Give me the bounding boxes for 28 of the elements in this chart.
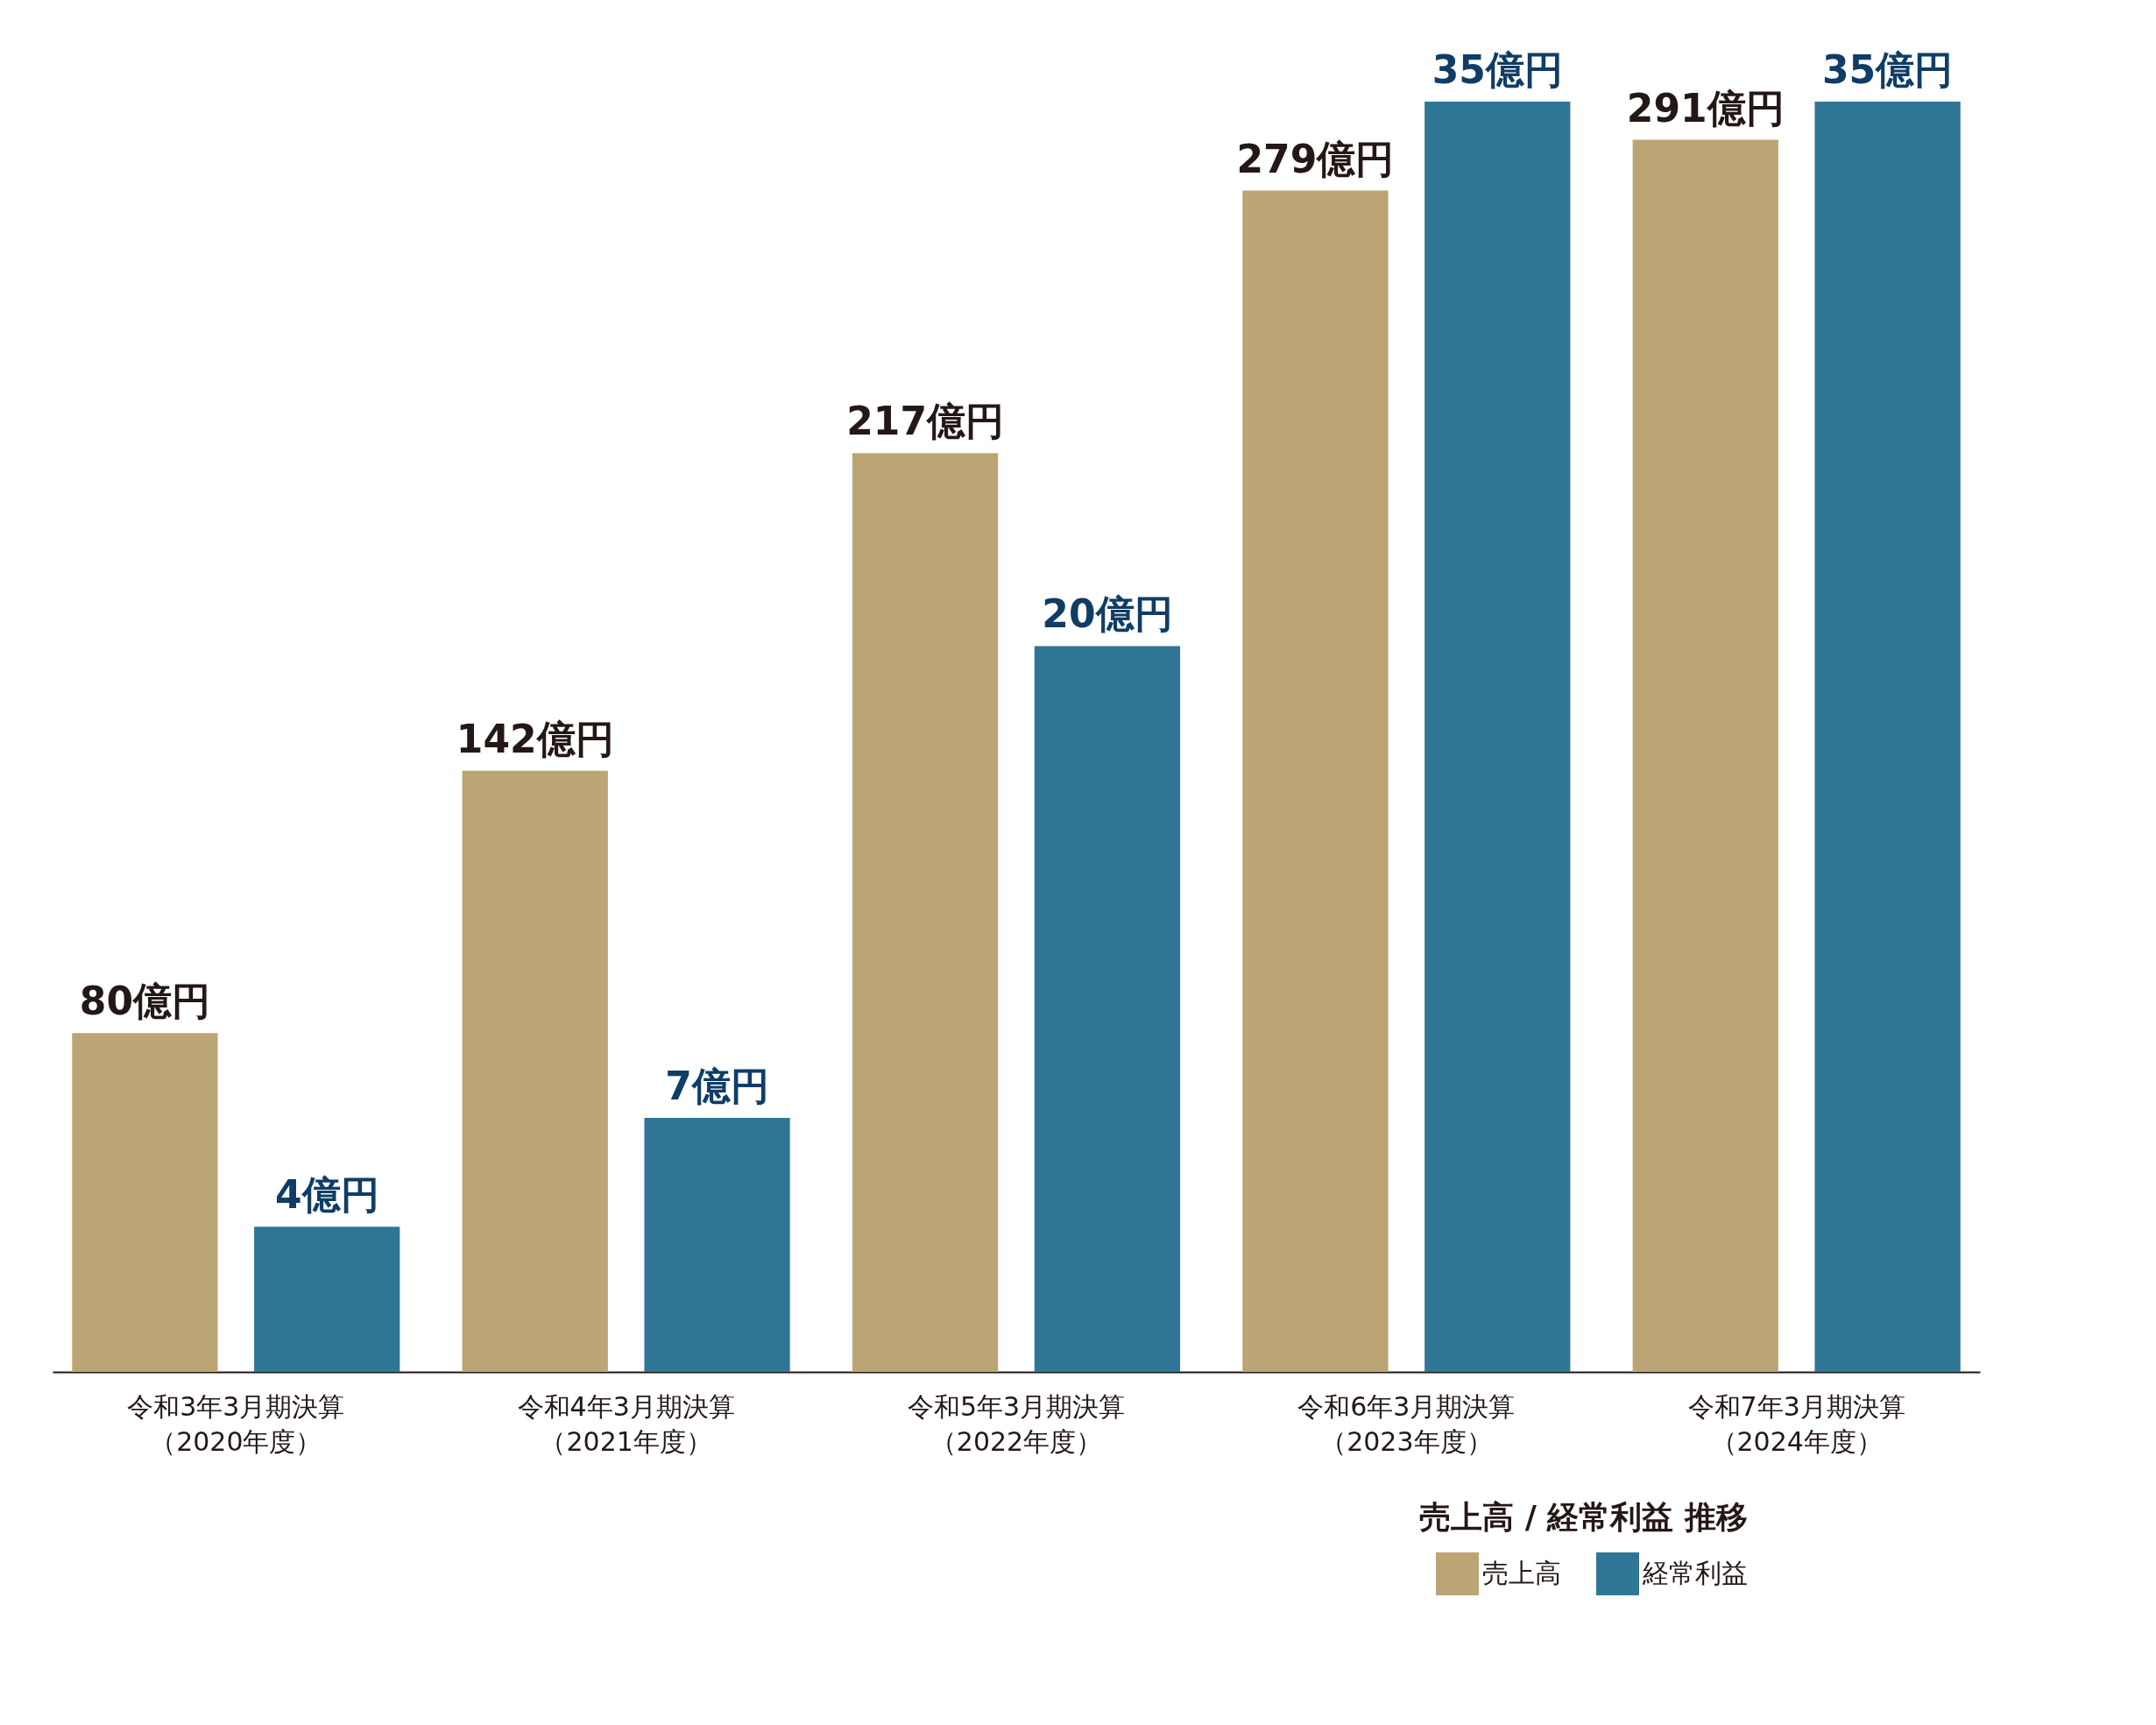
bar: [852, 453, 999, 1372]
x-tick-label: 令和5年3月期決算（2022年度）: [907, 1390, 1126, 1457]
data-label: 80億円: [79, 979, 211, 1024]
data-label: 4億円: [274, 1172, 379, 1218]
data-label: 279億円: [1236, 136, 1395, 181]
bar: [1242, 190, 1389, 1372]
x-tick-label: 令和3年3月期決算（2020年度）: [127, 1390, 345, 1457]
data-label: 142億円: [456, 716, 614, 761]
legend-label: 経常利益: [1642, 1557, 1748, 1588]
x-tick-label: 令和4年3月期決算（2021年度）: [517, 1390, 735, 1457]
data-label: 35億円: [1431, 47, 1563, 92]
bar: [1632, 139, 1778, 1372]
bar: [462, 770, 608, 1372]
bar: [644, 1118, 790, 1372]
bar: [72, 1033, 218, 1372]
data-label: 291億円: [1626, 85, 1785, 131]
bar: [1424, 102, 1571, 1372]
legend-title: 売上高 / 経常利益 推移: [1419, 1499, 1748, 1535]
bar: [1034, 646, 1181, 1372]
bar: [254, 1227, 400, 1372]
data-label: 20億円: [1042, 591, 1173, 637]
x-tick-label: 令和7年3月期決算（2024年度）: [1687, 1390, 1905, 1457]
x-tick-label: 令和6年3月期決算（2023年度）: [1297, 1390, 1516, 1457]
data-label: 217億円: [846, 399, 1005, 444]
legend-label: 売上高: [1482, 1557, 1561, 1588]
data-label: 7億円: [665, 1064, 769, 1108]
data-label: 35億円: [1821, 47, 1954, 92]
bar: [1814, 102, 1961, 1372]
